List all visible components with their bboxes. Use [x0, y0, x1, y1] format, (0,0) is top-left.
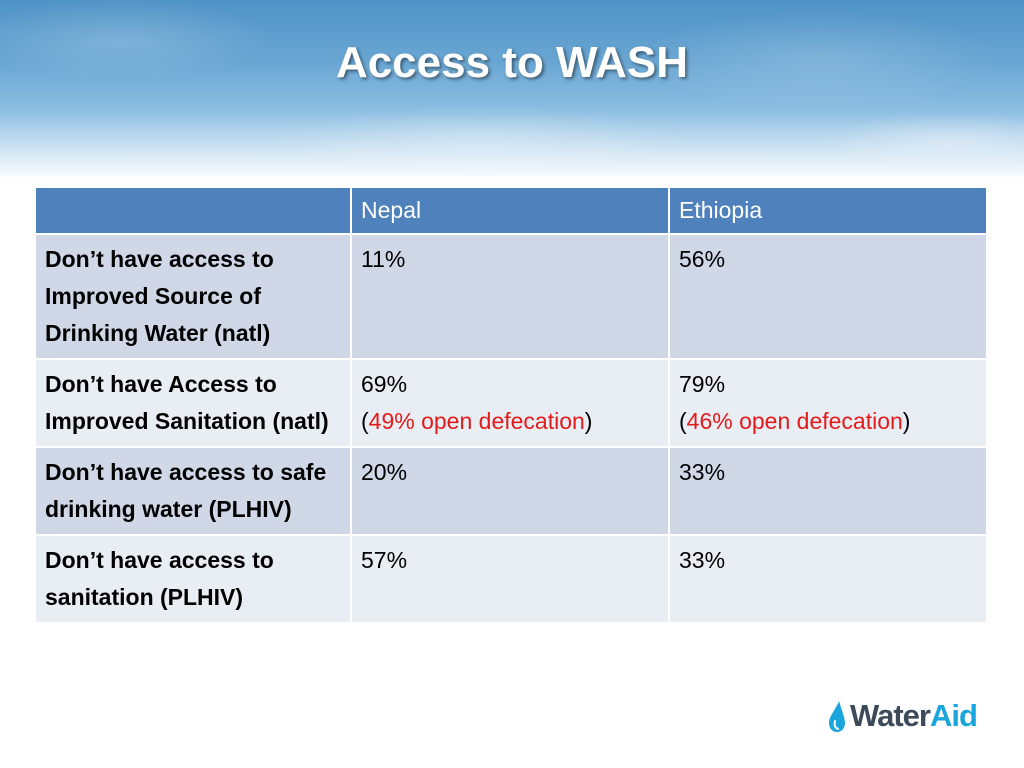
- ethiopia-cell: 79% (46% open defecation): [668, 358, 988, 448]
- header-ethiopia: Ethiopia: [668, 186, 988, 235]
- wateraid-logo: WaterAid: [826, 696, 990, 736]
- ethiopia-cell: 56%: [668, 233, 988, 360]
- table-row: Don’t have Access to Improved Sanitation…: [34, 358, 988, 448]
- ethiopia-cell: 33%: [668, 534, 988, 624]
- row-label: Don’t have access to Improved Source of …: [34, 233, 352, 360]
- open-paren: (: [361, 408, 369, 434]
- header-nepal: Nepal: [350, 186, 670, 235]
- cell-value: 79%: [679, 371, 726, 397]
- table-header-row: Nepal Ethiopia: [34, 186, 988, 235]
- close-paren: ): [902, 408, 911, 434]
- table-row: Don’t have access to safe drinking water…: [34, 446, 988, 536]
- nepal-cell: 20%: [350, 446, 670, 536]
- row-label: Don’t have access to sanitation (PLHIV): [34, 534, 352, 624]
- open-defecation-note: 49% open defecation: [368, 408, 585, 434]
- nepal-cell: 57%: [350, 534, 670, 624]
- row-label: Don’t have Access to Improved Sanitation…: [34, 358, 352, 448]
- close-paren: ): [584, 408, 593, 434]
- logo-aid: Aid: [929, 698, 978, 733]
- header-blank: [34, 186, 352, 235]
- wash-table: Nepal Ethiopia Don’t have access to Impr…: [34, 186, 988, 624]
- nepal-cell: 69% (49% open defecation): [350, 358, 670, 448]
- nepal-cell: 11%: [350, 233, 670, 360]
- table-row: Don’t have access to Improved Source of …: [34, 233, 988, 360]
- cell-value: 69%: [361, 371, 408, 397]
- logo-water: Water: [850, 698, 931, 733]
- slide-title: Access to WASH: [335, 38, 689, 87]
- table-row: Don’t have access to sanitation (PLHIV) …: [34, 534, 988, 624]
- ethiopia-cell: 33%: [668, 446, 988, 536]
- water-drop-icon: [829, 701, 845, 732]
- water-banner: [0, 0, 1024, 180]
- row-label: Don’t have access to safe drinking water…: [34, 446, 352, 536]
- open-paren: (: [679, 408, 687, 434]
- open-defecation-note: 46% open defecation: [686, 408, 903, 434]
- logo-wordmark: WaterAid: [850, 698, 978, 734]
